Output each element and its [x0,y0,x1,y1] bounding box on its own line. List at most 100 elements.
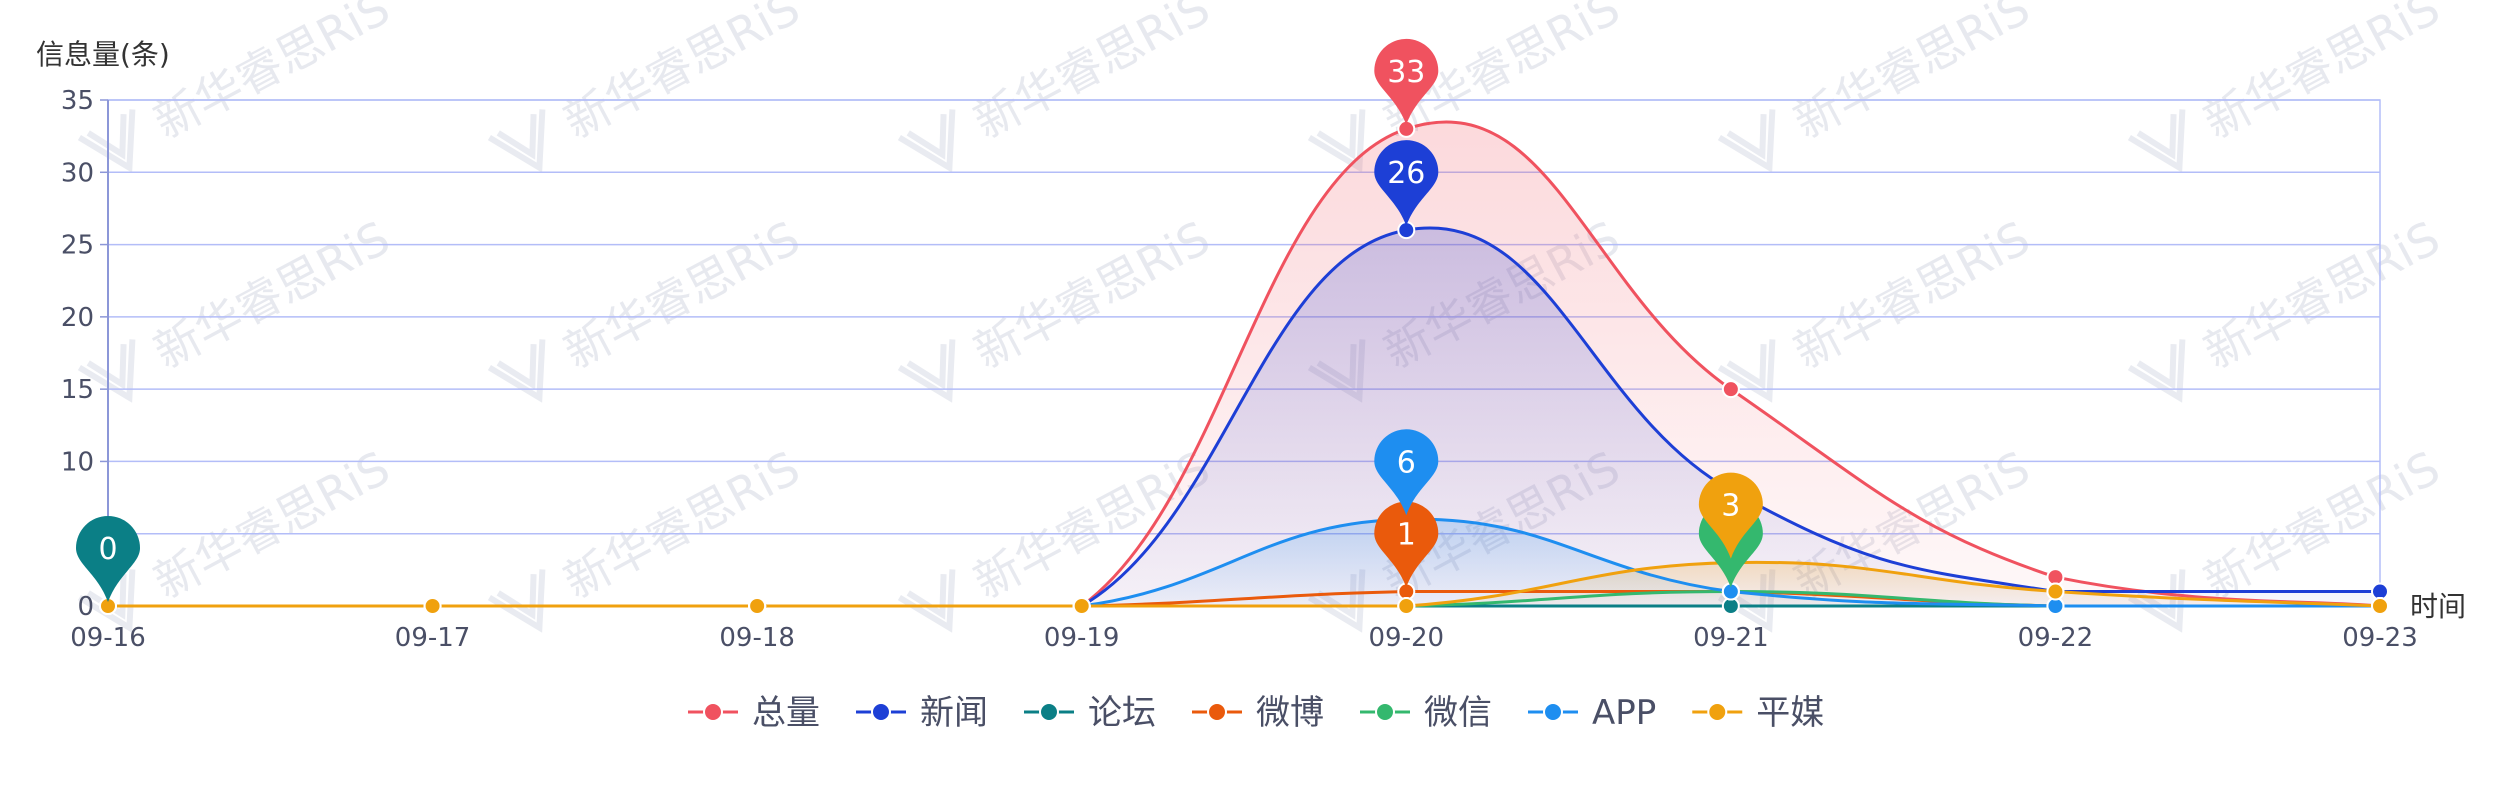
watermark-tile: 新华睿思RiS [77,0,398,173]
value-pin: 3 [1698,472,1763,559]
x-tick-label: 09-19 [1044,623,1120,653]
series-lines [108,120,2381,608]
legend-label: 论坛 [1088,693,1156,733]
pin-marker-icon [76,516,140,602]
watermark-logo-icon [487,339,546,403]
watermark-text: 新华睿思RiS [965,0,1218,149]
value-pin: 1 [1374,501,1439,588]
x-tick-label: 09-22 [2018,623,2094,653]
watermark-text: 新华睿思RiS [2195,0,2448,149]
watermark-text: 新华睿思RiS [1785,210,2038,379]
x-tick-label: 09-20 [1369,623,1445,653]
y-axis-label: 信息量(条) [36,38,170,71]
watermark-tile: 新华睿思RiS [1717,0,2038,173]
watermark-tile: 新华睿思RiS [2127,0,2448,173]
legend-item[interactable]: 总量 [688,693,820,733]
legend-dot-icon [871,702,891,722]
pin-label: 33 [1387,55,1425,90]
pin-label: 3 [1721,489,1740,524]
series-area [108,519,2380,606]
y-tick-label: 10 [61,447,94,477]
value-pin: 0 [76,516,140,602]
watermark-text: 新华睿思RiS [145,440,398,609]
legend-item[interactable]: 平媒 [1692,693,1824,733]
legend-dot-icon [1375,702,1395,722]
watermark-logo-icon [897,569,956,633]
watermark-text: 新华睿思RiS [145,210,398,379]
series-area [108,227,2380,606]
pin-label: 6 [1397,445,1416,480]
legend-item[interactable]: 新闻 [856,693,988,733]
legend-label: APP [1592,693,1656,733]
pin-label: 26 [1387,156,1425,191]
legend-dot-icon [1039,702,1059,722]
x-tick-label: 09-23 [2342,623,2418,653]
legend-label: 新闻 [920,693,988,733]
pin-marker-icon [1374,429,1439,516]
watermark-logo-icon [2127,339,2186,403]
legend-dot-icon [1207,702,1227,722]
watermark-logo-icon [897,109,956,173]
data-point[interactable] [423,597,442,615]
pin-marker-icon [1374,501,1439,588]
watermark-tile: 新华睿思RiS [2127,440,2448,633]
watermark-logo-icon [77,569,136,633]
y-tick-label: 35 [61,86,94,116]
value-pin: 6 [1374,429,1439,516]
pin-label: 0 [98,532,117,567]
data-point[interactable] [1721,380,1740,399]
legend-item[interactable]: 论坛 [1024,693,1156,733]
watermark-logo-icon [2127,109,2186,173]
y-tick-label: 25 [61,231,94,261]
y-tick-label: 0 [77,592,94,622]
watermark-tile: 新华睿思RiS [77,210,398,403]
watermark-logo-icon [897,339,956,403]
watermark-logo-icon [77,109,136,173]
legend-item[interactable]: APP [1528,693,1656,733]
x-axis-label: 时间 [2410,590,2466,623]
legend-item[interactable]: 微信 [1360,693,1492,733]
watermark-text: 新华睿思RiS [555,440,808,609]
data-point[interactable] [1397,597,1416,615]
watermark-logo-icon [1717,109,1776,173]
watermark-logo-icon [77,339,136,403]
y-axis: 信息量(条) 0 10 15 20 25 30 35 [36,38,170,622]
legend-item[interactable]: 微博 [1192,693,1324,733]
pin-marker-icon [1374,140,1439,227]
x-tick-label: 09-21 [1693,623,1769,653]
y-tick-label: 20 [61,303,94,333]
data-point[interactable] [748,597,767,615]
legend: 总量 新闻 论坛 微博 微信 APP 平媒 [688,693,1824,733]
legend-dot-icon [703,702,723,722]
value-pin: 33 [1374,38,1439,125]
watermark-text: 新华睿思RiS [555,0,808,149]
value-pin: 26 [1374,140,1439,227]
data-point[interactable] [1072,597,1091,615]
pin-marker-icon [1374,38,1439,125]
watermark-logo-icon [1717,339,1776,403]
value-pins: 33 26 0 1 6 3 [76,38,1763,602]
legend-dot-icon [1707,702,1728,722]
data-point[interactable] [2046,582,2065,601]
y-tick-label: 15 [61,375,94,405]
watermark-logo-icon [487,109,546,173]
series-line [108,560,2381,608]
x-tick-label: 09-17 [395,623,471,653]
watermark-logo-icon [487,569,546,633]
legend-label: 微博 [1256,693,1324,733]
data-point[interactable] [2371,597,2389,615]
watermark-tile: 新华睿思RiS [1717,210,2038,403]
legend-dot-icon [1543,702,1563,722]
watermark-tile: 新华睿思RiS [897,210,1218,403]
pin-marker-icon [1698,472,1763,559]
x-tick-label: 09-16 [70,623,146,653]
watermark-text: 新华睿思RiS [555,210,808,379]
watermark-text: 新华睿思RiS [965,210,1218,379]
watermark-tile: 新华睿思RiS [897,0,1218,173]
pin-label: 1 [1397,518,1416,553]
watermark-text: 新华睿思RiS [145,0,398,149]
legend-label: 平媒 [1756,693,1824,733]
watermark-text: 新华睿思RiS [2195,440,2448,609]
x-tick-label: 09-18 [719,623,795,653]
